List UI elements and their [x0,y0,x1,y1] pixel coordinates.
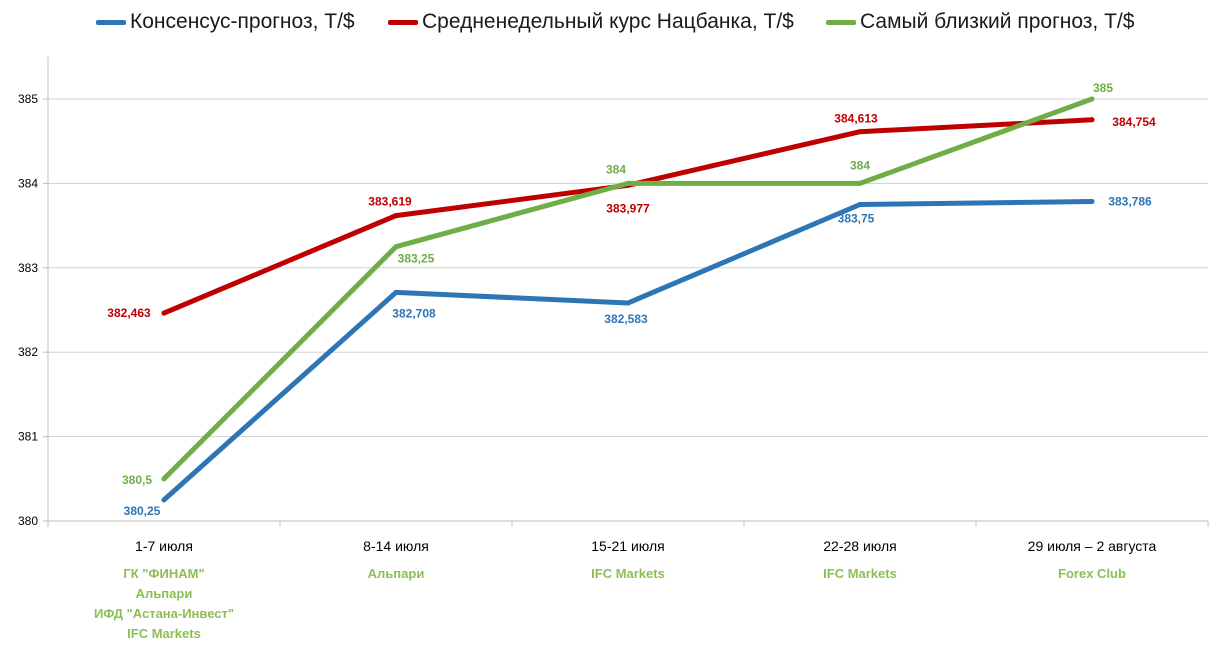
y-tick-label-380: 380 [18,514,38,528]
point-closest-1 [393,244,399,250]
forecaster-name-0-1: Альпари [136,586,193,601]
y-tick-label-381: 381 [18,430,38,444]
point-consensus-1 [393,289,399,295]
y-tick-label-384: 384 [18,176,38,190]
forecaster-name-2-0: IFC Markets [591,566,665,581]
y-tick-label-383: 383 [18,261,38,275]
data-label-nbk-rate-1: 383,619 [368,195,412,209]
series-line-consensus [161,199,1095,503]
data-label-closest-1: 383,25 [398,252,435,266]
data-label-nbk-rate-2: 383,977 [606,201,650,215]
x-axis-categories: 1-7 июля ГК "ФИНАМ" Альпари ИФД "Астана-Инв… [94,538,1157,641]
data-label-consensus-2: 382,583 [604,312,648,326]
data-label-closest-0: 380,5 [122,473,152,487]
x-category-label-1: 8-14 июля [363,538,429,554]
point-nbk-rate-0 [161,310,167,316]
legend-swatch-closest [826,19,856,25]
x-category-label-3: 22-28 июля [823,538,896,554]
point-nbk-rate-1 [393,213,399,219]
data-label-consensus-4: 383,786 [1108,194,1152,208]
data-label-closest-3: 384 [850,158,870,172]
data-label-closest-2: 384 [606,162,626,176]
data-label-nbk-rate-3: 384,613 [834,112,878,126]
y-tick-label-385: 385 [18,92,38,106]
x-category-label-4: 29 июля – 2 августа [1028,538,1157,554]
data-label-consensus-0: 380,25 [124,504,161,518]
point-nbk-rate-3 [857,129,863,135]
point-closest-0 [161,476,167,482]
point-consensus-4 [1089,198,1095,204]
data-label-closest-4: 385 [1093,81,1113,95]
data-label-consensus-1: 382,708 [392,306,436,320]
legend-item-closest: Самый близкий прогноз, Т/$ [826,6,1134,38]
gridlines [48,98,1208,438]
forecaster-name-0-3: IFC Markets [127,626,201,641]
data-label-nbk-rate-0: 382,463 [107,306,151,320]
point-closest-3 [857,180,863,186]
point-consensus-2 [625,300,631,306]
forecaster-name-4-0: Forex Club [1058,566,1126,581]
x-category-label-0: 1-7 июля [135,538,193,554]
legend-label-closest: Самый близкий прогноз, Т/$ [860,10,1135,33]
legend-item-consensus: Консенсус-прогноз, Т/$ [96,6,355,38]
axes: 380 381 382 383 384 385 [18,56,1209,528]
point-closest-4 [1089,96,1095,102]
forecaster-name-1-0: Альпари [368,566,425,581]
forecaster-name-0-2: ИФД "Астана-Инвест" [94,606,234,621]
data-labels: 380,25 382,708 382,583 383,75 383,786 382,463… [107,81,1156,518]
forecaster-name-0-0: ГК "ФИНАМ" [123,566,204,581]
point-nbk-rate-4 [1089,117,1095,123]
series-lines [161,96,1095,503]
point-consensus-3 [857,202,863,207]
legend-item-nbk-rate: Средненедельный курс Нацбанка, Т/$ [388,6,794,38]
forecaster-name-3-0: IFC Markets [823,566,897,581]
series-line-closest [161,96,1095,482]
legend-swatch-consensus [96,19,126,25]
point-consensus-0 [161,497,167,503]
data-label-nbk-rate-4: 384,754 [1112,115,1156,129]
point-closest-2 [625,180,631,186]
chart-legend: Консенсус-прогноз, Т/$ Средненедельный к… [0,6,1221,38]
legend-label-consensus: Консенсус-прогноз, Т/$ [130,10,355,33]
legend-label-nbk-rate: Средненедельный курс Нацбанка, Т/$ [422,10,794,33]
legend-swatch-nbk-rate [388,19,418,25]
y-tick-label-382: 382 [18,345,38,359]
x-category-label-2: 15-21 июля [591,538,664,554]
data-label-consensus-3: 383,75 [838,212,875,226]
